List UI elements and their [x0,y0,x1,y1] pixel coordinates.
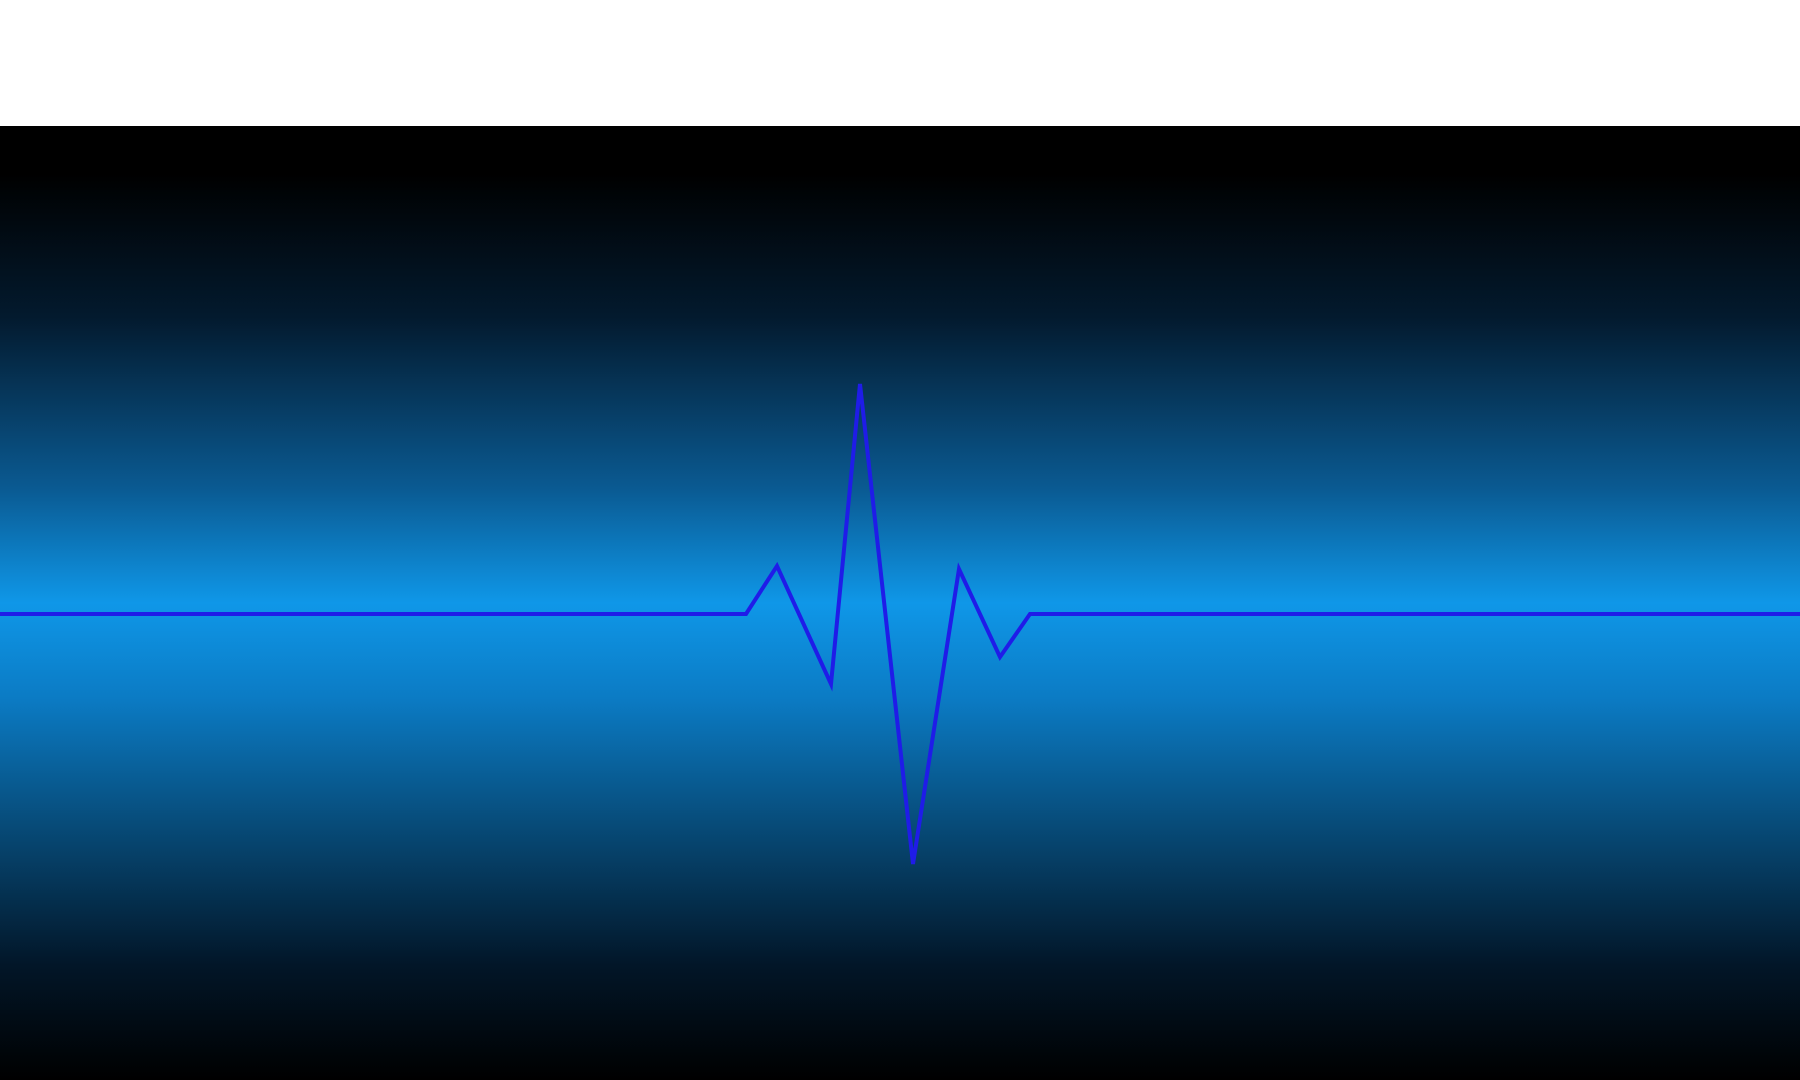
heartbeat-line [0,383,1800,865]
top-white-band [0,0,1800,126]
waveform-graphic [0,383,1800,865]
waveform-panel [0,126,1800,1080]
